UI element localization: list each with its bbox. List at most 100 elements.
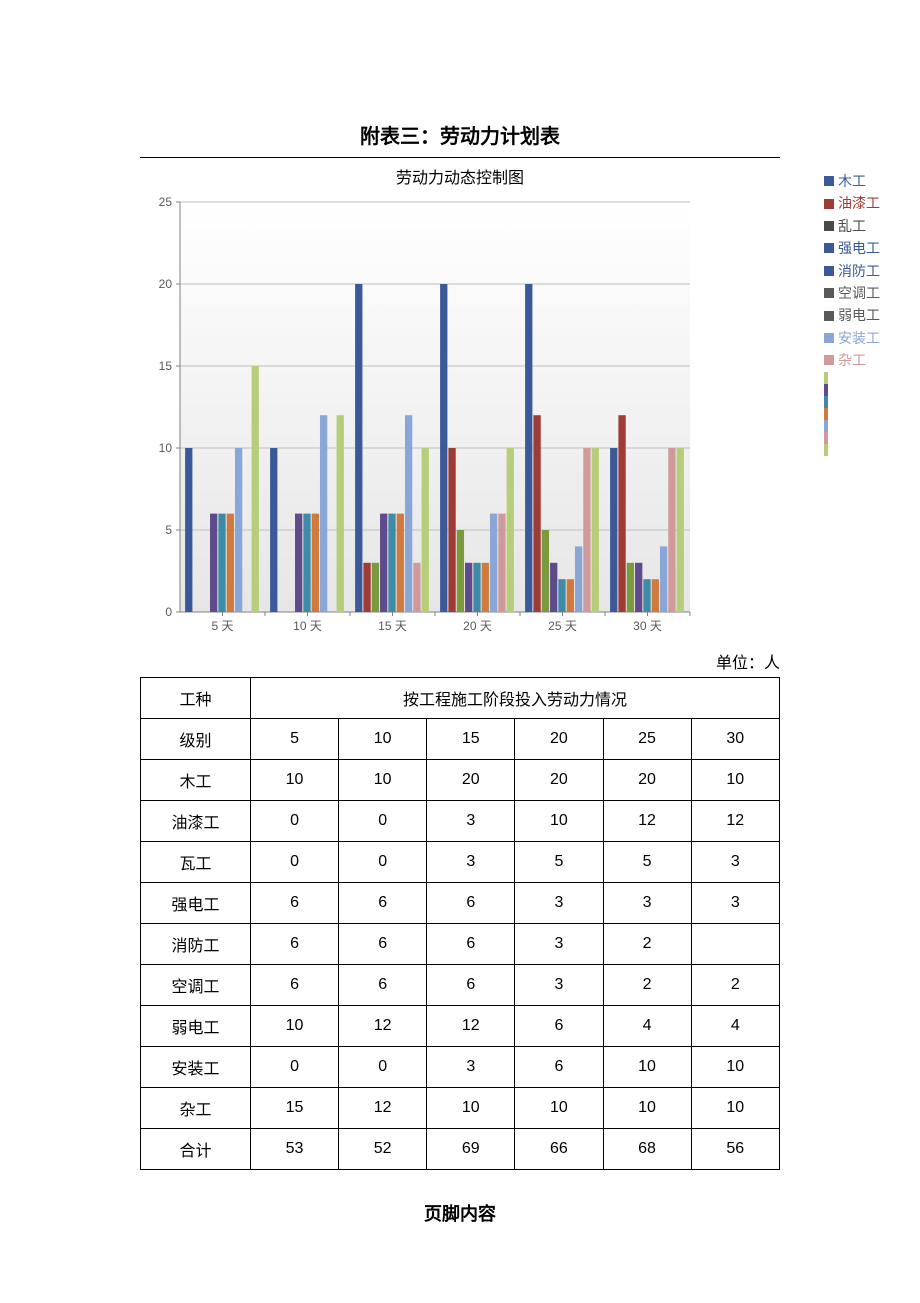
table-row-label: 安装工 [141, 1047, 251, 1088]
table-header-left-bottom: 级别 [141, 719, 251, 760]
table-cell: 4 [603, 1006, 691, 1047]
legend-item [824, 432, 880, 444]
legend-label: 安装工 [838, 327, 880, 349]
table-cell: 6 [251, 965, 339, 1006]
table-row-label: 消防工 [141, 924, 251, 965]
chart-container: 劳动力动态控制图 木工油漆工乱工强电工消防工空调工弱电工安装工杂工 051015… [140, 164, 780, 647]
legend-swatch [824, 372, 828, 384]
legend-item [824, 396, 880, 408]
table-cell: 6 [251, 883, 339, 924]
legend-item: 空调工 [824, 282, 880, 304]
table-cell: 0 [251, 1047, 339, 1088]
legend-swatch [824, 396, 828, 408]
legend-item: 木工 [824, 170, 880, 192]
legend-swatch [824, 176, 834, 186]
table-cell: 6 [515, 1006, 603, 1047]
svg-text:25 天: 25 天 [548, 619, 577, 633]
title-underline [140, 157, 780, 158]
svg-text:30 天: 30 天 [633, 619, 662, 633]
table-header-span: 按工程施工阶段投入劳动力情况 [251, 678, 780, 719]
table-cell: 6 [339, 883, 427, 924]
legend-label: 强电工 [838, 237, 880, 259]
table-row: 合计535269666856 [141, 1129, 780, 1170]
table-row-label: 合计 [141, 1129, 251, 1170]
table-row: 瓦工003553 [141, 842, 780, 883]
legend-swatch [824, 243, 834, 253]
table-cell: 12 [691, 801, 779, 842]
table-cell: 10 [427, 1088, 515, 1129]
table-cell: 6 [251, 924, 339, 965]
table-row-label: 杂工 [141, 1088, 251, 1129]
legend-label: 弱电工 [838, 304, 880, 326]
table-cell: 4 [691, 1006, 779, 1047]
table-cell: 2 [603, 965, 691, 1006]
table-cell: 68 [603, 1129, 691, 1170]
svg-text:10: 10 [159, 441, 173, 455]
table-cell: 53 [251, 1129, 339, 1170]
legend-swatch [824, 420, 828, 432]
legend-item: 安装工 [824, 327, 880, 349]
table-cell: 2 [691, 965, 779, 1006]
table-cell: 3 [427, 801, 515, 842]
chart-legend: 木工油漆工乱工强电工消防工空调工弱电工安装工杂工 [824, 170, 880, 456]
table-cell: 20 [603, 760, 691, 801]
legend-swatch [824, 408, 828, 420]
table-cell: 6 [339, 924, 427, 965]
legend-label: 油漆工 [838, 192, 880, 214]
table-row-label: 弱电工 [141, 1006, 251, 1047]
table-cell: 3 [427, 1047, 515, 1088]
legend-swatch [824, 199, 834, 209]
legend-item [824, 384, 880, 396]
svg-text:20 天: 20 天 [463, 619, 492, 633]
table-row: 木工101020202010 [141, 760, 780, 801]
svg-text:5: 5 [165, 523, 172, 537]
table-cell: 3 [427, 842, 515, 883]
legend-item [824, 420, 880, 432]
labor-table: 工种按工程施工阶段投入劳动力情况级别51015202530木工101020202… [140, 677, 780, 1170]
table-row: 安装工00361010 [141, 1047, 780, 1088]
table-cell: 10 [603, 1088, 691, 1129]
table-cell: 10 [251, 760, 339, 801]
table-row-label: 木工 [141, 760, 251, 801]
table-cell: 56 [691, 1129, 779, 1170]
table-cell: 20 [515, 760, 603, 801]
table-cell: 6 [427, 924, 515, 965]
table-cell: 3 [691, 842, 779, 883]
legend-item: 油漆工 [824, 192, 880, 214]
table-cell: 2 [603, 924, 691, 965]
legend-item: 乱工 [824, 215, 880, 237]
legend-swatch [824, 333, 834, 343]
table-row: 消防工66632 [141, 924, 780, 965]
page-footer: 页脚内容 [140, 1200, 780, 1226]
table-cell [691, 924, 779, 965]
table-cell: 66 [515, 1129, 603, 1170]
table-cell: 12 [339, 1088, 427, 1129]
legend-swatch [824, 432, 828, 444]
table-cell: 10 [691, 1088, 779, 1129]
table-row: 杂工151210101010 [141, 1088, 780, 1129]
legend-label: 消防工 [838, 260, 880, 282]
legend-label: 杂工 [838, 349, 866, 371]
legend-swatch [824, 355, 834, 365]
table-cell: 10 [339, 760, 427, 801]
table-cell: 6 [427, 965, 515, 1006]
table-cell: 20 [427, 760, 515, 801]
table-cell: 5 [603, 842, 691, 883]
chart-title: 劳动力动态控制图 [140, 164, 780, 188]
table-cell: 52 [339, 1129, 427, 1170]
table-row-label: 瓦工 [141, 842, 251, 883]
table-cell: 12 [339, 1006, 427, 1047]
legend-swatch [824, 311, 834, 321]
table-cell: 3 [691, 883, 779, 924]
table-cell: 10 [603, 1047, 691, 1088]
svg-text:15 天: 15 天 [378, 619, 407, 633]
chart-svg: 05101520255 天10 天15 天20 天25 天30 天 [140, 192, 700, 642]
table-cell: 6 [427, 883, 515, 924]
table-cell: 69 [427, 1129, 515, 1170]
svg-text:20: 20 [159, 277, 173, 291]
table-cell: 10 [691, 1047, 779, 1088]
table-cell: 12 [427, 1006, 515, 1047]
legend-item: 弱电工 [824, 304, 880, 326]
table-row-label: 油漆工 [141, 801, 251, 842]
table-cell: 0 [251, 842, 339, 883]
